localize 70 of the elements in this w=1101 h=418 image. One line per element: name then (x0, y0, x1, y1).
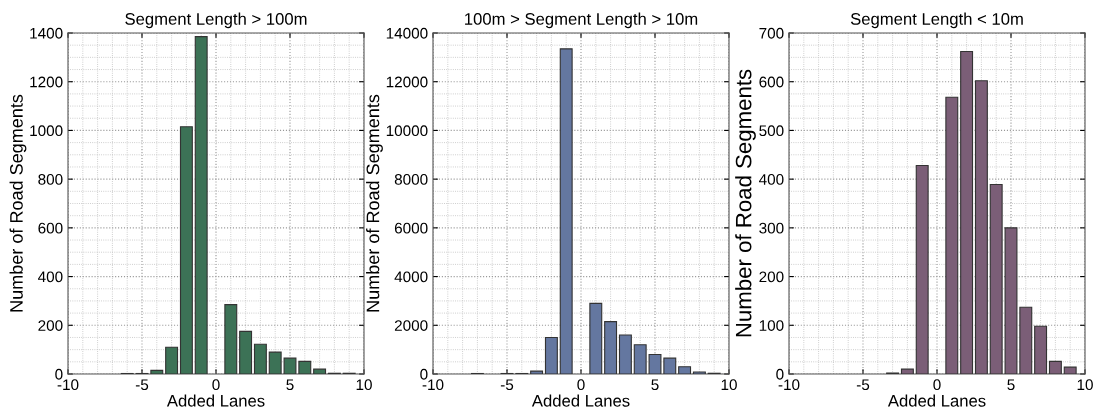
bar (915, 164, 929, 374)
x-tick-label: 0 (212, 379, 220, 391)
y-tick-label: 0 (420, 368, 428, 380)
x-tick-label: 5 (286, 379, 294, 391)
y-tick-label: 0 (776, 368, 784, 380)
x-axis-title: Added Lanes (887, 394, 986, 407)
bar (559, 48, 573, 374)
x-tick-label: -5 (500, 379, 514, 391)
x-tick-label: 10 (356, 379, 372, 391)
y-tick-label: 700 (759, 27, 784, 39)
bar (1063, 366, 1077, 374)
x-tick-label: 5 (651, 379, 659, 391)
x-tick-label: 10 (1077, 379, 1093, 391)
y-axis-title: Number of Road Segments (735, 69, 756, 337)
y-tick-label: 200 (38, 320, 63, 331)
bar (678, 366, 692, 374)
y-tick-label: 600 (38, 222, 63, 234)
bar (974, 80, 988, 374)
x-axis-title: Added Lanes (166, 394, 265, 407)
bar (253, 343, 267, 374)
chart-title: Segment Length > 100m (125, 12, 307, 29)
y-tick-label: 400 (759, 174, 784, 185)
y-tick-label: 200 (759, 271, 784, 283)
bar (239, 330, 253, 374)
y-tick-label: 4000 (394, 271, 428, 283)
y-tick-label: 12000 (386, 76, 428, 88)
y-axis-title: Number of Road Segments (366, 94, 383, 312)
bar (604, 321, 618, 374)
x-axis-title: Added Lanes (531, 394, 630, 407)
bar (224, 304, 238, 374)
y-tick-label: 0 (55, 368, 63, 380)
y-tick-label: 8000 (394, 174, 428, 185)
bar (1048, 360, 1062, 374)
x-tick-label: -5 (135, 379, 149, 391)
y-tick-label: 6000 (394, 222, 428, 234)
bar (179, 126, 193, 374)
bar (1034, 325, 1048, 374)
x-tick-label: 10 (721, 379, 737, 391)
bar (589, 302, 603, 374)
y-tick-label: 300 (759, 222, 784, 234)
x-tick-label: 0 (577, 379, 585, 391)
y-tick-label: 400 (38, 271, 63, 283)
bar (165, 346, 179, 374)
bar (544, 336, 558, 374)
x-tick-label: -10 (422, 379, 444, 391)
bar (900, 368, 914, 374)
x-tick-label: -5 (856, 379, 870, 391)
chart-title: Segment Length < 10m (850, 12, 1023, 29)
bar (960, 50, 974, 374)
y-tick-label: 2000 (394, 320, 428, 331)
x-tick-label: 0 (933, 379, 941, 391)
x-tick-label: -10 (57, 379, 79, 391)
bar (194, 36, 208, 374)
y-tick-label: 100 (759, 320, 784, 331)
y-tick-label: 1200 (30, 76, 63, 88)
y-axis-title: Number of Road Segments (9, 94, 27, 312)
y-tick-label: 600 (759, 76, 784, 88)
y-tick-label: 10000 (386, 125, 428, 137)
x-tick-label: 5 (1007, 379, 1015, 391)
y-tick-label: 14000 (386, 27, 428, 39)
bar (945, 96, 959, 374)
chart-title: 100m > Segment Length > 10m (465, 12, 698, 29)
y-tick-label: 500 (759, 125, 784, 137)
bar (618, 334, 632, 374)
y-tick-label: 1400 (30, 27, 63, 39)
y-tick-label: 1000 (30, 125, 63, 137)
y-tick-label: 800 (38, 174, 63, 185)
bar (313, 368, 327, 374)
x-tick-label: -10 (778, 379, 800, 391)
bar (530, 370, 544, 374)
